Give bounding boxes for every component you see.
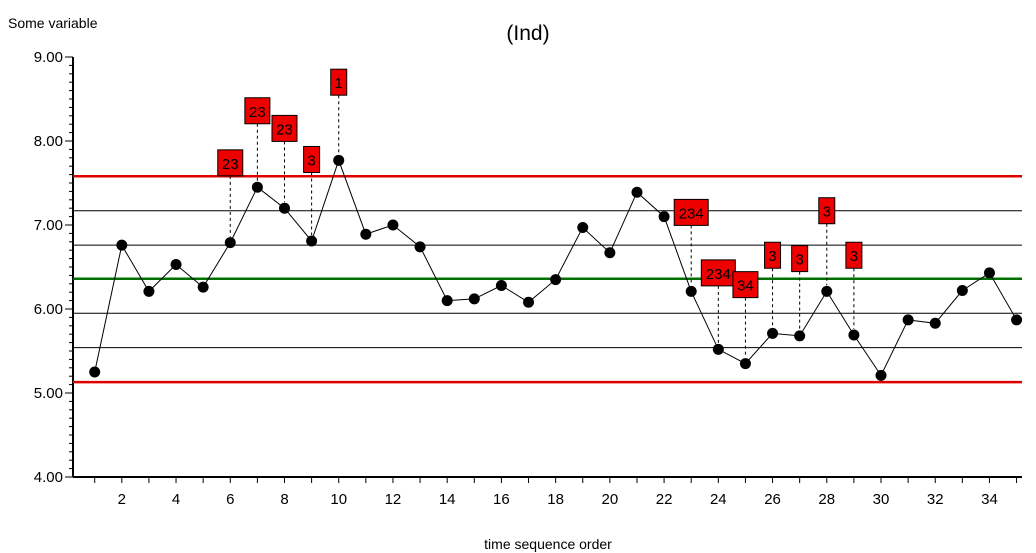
data-point xyxy=(550,274,562,286)
data-point xyxy=(712,343,724,355)
x-tick-label: 26 xyxy=(764,491,781,508)
data-point xyxy=(143,285,155,297)
annotation-box xyxy=(791,245,809,273)
x-tick-label: 28 xyxy=(818,491,835,508)
x-tick-label: 18 xyxy=(547,491,564,508)
data-point xyxy=(89,366,101,378)
data-point xyxy=(360,228,372,240)
y-tick-label: 4.00 xyxy=(34,469,63,486)
annotation-box xyxy=(845,241,863,269)
annotation-label: 3 xyxy=(307,152,315,169)
annotations: 23 23 23 3 1 234 234 34 3 3 3 3 xyxy=(217,68,863,358)
data-point xyxy=(306,235,318,247)
x-tick-label: 24 xyxy=(710,491,727,508)
y-tick-label: 9.00 xyxy=(34,49,63,66)
axes: 4.005.006.007.008.009.002 4 6 8 10 12 14 16 18 20… xyxy=(34,49,1022,508)
data-point xyxy=(956,285,968,297)
annotation-box xyxy=(673,198,709,226)
data-point xyxy=(523,296,535,308)
data-point xyxy=(387,219,399,231)
x-tick-label: 22 xyxy=(656,491,673,508)
data-point xyxy=(278,202,290,214)
annotation-label: 23 xyxy=(276,121,293,138)
x-tick-label: 2 xyxy=(118,491,126,508)
annotation-label: 1 xyxy=(335,75,343,92)
data-point xyxy=(739,358,751,370)
data-point xyxy=(170,258,182,270)
x-tick-label: 8 xyxy=(280,491,288,508)
x-tick-label: 34 xyxy=(981,491,998,508)
annotation-box xyxy=(330,68,348,96)
data-point xyxy=(116,239,128,251)
data-point xyxy=(333,154,345,166)
annotation-box xyxy=(303,145,321,173)
y-tick-label: 5.00 xyxy=(34,385,63,402)
series xyxy=(89,154,1023,381)
x-tick-label: 20 xyxy=(602,491,619,508)
data-point xyxy=(224,237,236,249)
x-axis-label: time sequence order xyxy=(484,536,612,552)
annotation-box xyxy=(700,259,736,287)
chart-title: (Ind) xyxy=(506,22,549,45)
x-tick-label: 10 xyxy=(330,491,347,508)
annotation-box xyxy=(217,149,244,177)
annotation-label: 3 xyxy=(795,252,803,269)
x-tick-label: 32 xyxy=(927,491,944,508)
data-point xyxy=(441,295,453,307)
annotation-label: 3 xyxy=(823,204,831,221)
annotation-label: 234 xyxy=(679,205,704,222)
data-point xyxy=(685,285,697,297)
data-point xyxy=(577,222,589,234)
x-tick-label: 16 xyxy=(493,491,510,508)
data-point xyxy=(251,181,263,193)
x-tick-label: 4 xyxy=(172,491,180,508)
data-point xyxy=(658,211,670,223)
data-point xyxy=(604,247,616,259)
series-line xyxy=(94,158,1018,377)
data-point xyxy=(414,241,426,253)
x-tick-label: 12 xyxy=(385,491,402,508)
data-point xyxy=(848,329,860,341)
annotation-box xyxy=(732,271,759,299)
annotation-label: 23 xyxy=(222,156,239,173)
annotation-box xyxy=(271,114,298,142)
data-point xyxy=(902,314,914,326)
annotation-box xyxy=(244,97,271,125)
annotation-label: 3 xyxy=(850,248,858,265)
data-point xyxy=(1011,314,1023,326)
x-tick-label: 14 xyxy=(439,491,456,508)
y-tick-label: 6.00 xyxy=(34,301,63,318)
reference-lines xyxy=(73,175,1022,384)
data-point xyxy=(767,327,779,339)
annotation-box xyxy=(818,197,836,225)
annotation-label: 23 xyxy=(249,104,266,121)
annotation-label: 34 xyxy=(737,278,754,295)
data-point xyxy=(929,317,941,329)
annotation-label: 3 xyxy=(768,248,776,265)
y-tick-label: 7.00 xyxy=(34,217,63,234)
annotation-box xyxy=(764,241,782,269)
y-tick-label: 8.00 xyxy=(34,133,63,150)
data-point xyxy=(983,267,995,279)
x-tick-label: 30 xyxy=(873,491,890,508)
data-point xyxy=(495,279,507,291)
data-point xyxy=(631,186,643,198)
data-point xyxy=(875,369,887,381)
data-point xyxy=(468,293,480,305)
annotation-label: 234 xyxy=(706,266,731,283)
x-tick-label: 6 xyxy=(226,491,234,508)
data-point xyxy=(794,330,806,342)
data-point xyxy=(197,281,209,293)
data-point xyxy=(821,285,833,297)
y-axis-label: Some variable xyxy=(8,15,98,31)
